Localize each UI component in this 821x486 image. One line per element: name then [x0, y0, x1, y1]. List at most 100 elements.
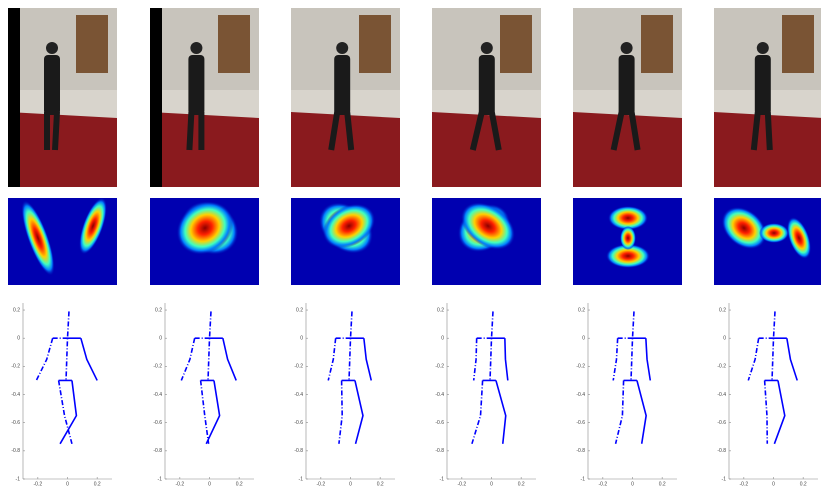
left-arm [613, 338, 617, 380]
photo-door [500, 15, 532, 73]
right-leg [774, 380, 784, 443]
y-tick-label: -0.2 [576, 364, 585, 370]
x-tick-label: 0.2 [800, 481, 807, 486]
y-tick-label: 0.2 [437, 307, 444, 313]
x-tick-label: 0 [349, 481, 352, 486]
x-tick-label: -0.2 [458, 481, 467, 486]
x-tick-label: 0.2 [94, 481, 101, 486]
photo-border [150, 8, 162, 187]
y-tick-label: -1 [158, 476, 163, 482]
y-tick-label: -1 [440, 476, 445, 482]
person-head [757, 42, 769, 54]
x-tick-label: -0.2 [34, 481, 43, 486]
person-body [188, 55, 204, 115]
columns: 0.2 0 -0.2 -0.4 -0.6 -0.8 -1 -0.2 0 0.2 0.2 0 -0.2 -0… [8, 8, 821, 486]
y-tick-label: -0.6 [717, 420, 726, 426]
right-arm [505, 338, 508, 380]
y-tick-label: 0 [723, 336, 726, 342]
spine [66, 311, 69, 380]
spine [490, 311, 493, 380]
figure: 0.2 0 -0.2 -0.4 -0.6 -0.8 -1 -0.2 0 0.2 0.2 0 -0.2 -0… [0, 0, 821, 486]
y-tick-label: -1 [299, 476, 304, 482]
y-tick-label: -0.4 [576, 392, 585, 398]
photo-carpet [573, 112, 682, 187]
left-arm [328, 338, 335, 380]
right-leg [637, 380, 646, 443]
photo-carpet [150, 112, 259, 187]
y-tick-label: 0.2 [719, 307, 726, 313]
photo-door [782, 15, 814, 73]
left-leg [472, 380, 483, 443]
photo-door [359, 15, 391, 73]
y-tick-label: -0.8 [717, 448, 726, 454]
right-leg [206, 380, 219, 443]
person-body [334, 55, 350, 115]
right-arm [787, 338, 797, 380]
spine [631, 311, 634, 380]
right-arm [646, 338, 650, 380]
right-leg [355, 380, 363, 443]
column: 0.20-0.2-0.4-0.6-0.8-1-0.200.2 [573, 8, 682, 486]
y-tick-label: 0 [300, 336, 303, 342]
person-head [336, 42, 348, 54]
photo-door [218, 15, 250, 73]
left-arm [474, 338, 477, 380]
y-tick-label: -0.6 [435, 420, 444, 426]
person-body [619, 55, 635, 115]
y-tick-label: -1 [581, 476, 586, 482]
x-tick-label: 0.2 [236, 481, 243, 486]
x-tick-label: 0.2 [377, 481, 384, 486]
right-arm [364, 338, 371, 380]
x-tick-label: -0.2 [176, 481, 185, 486]
heat-blob [620, 226, 636, 250]
person-head [190, 42, 202, 54]
spine [772, 311, 775, 380]
person-body [44, 55, 60, 115]
y-tick-label: 0.2 [296, 307, 303, 313]
y-tick-label: -0.6 [153, 420, 162, 426]
x-tick-label: 0 [490, 481, 493, 486]
y-tick-label: -0.8 [576, 448, 585, 454]
heat-blob [759, 223, 789, 243]
right-arm [223, 338, 236, 380]
y-tick-label: 0.2 [578, 307, 585, 313]
page: {"plot": {"xlim": [-0.3, 0.3], "ylim": [… [0, 0, 821, 486]
y-tick-label: -1 [16, 476, 21, 482]
spine [208, 311, 211, 380]
photo-carpet [8, 112, 117, 187]
y-tick-label: -0.6 [294, 420, 303, 426]
right-leg [496, 380, 506, 443]
y-tick-label: 0.2 [155, 307, 162, 313]
person-head [481, 42, 493, 54]
photo-border [8, 8, 20, 187]
x-tick-label: -0.2 [740, 481, 749, 486]
y-tick-label: -0.8 [294, 448, 303, 454]
y-tick-label: -0.8 [435, 448, 444, 454]
right-leg [60, 380, 76, 443]
left-leg [201, 380, 209, 443]
y-tick-label: -0.2 [435, 364, 444, 370]
y-tick-label: -0.2 [717, 364, 726, 370]
spine [349, 311, 352, 380]
photo-door [641, 15, 673, 73]
y-tick-label: -0.8 [153, 448, 162, 454]
left-arm [36, 338, 52, 380]
left-leg [616, 380, 624, 443]
y-tick-label: -0.4 [11, 392, 20, 398]
y-tick-label: -0.6 [576, 420, 585, 426]
y-tick-label: -0.4 [717, 392, 726, 398]
y-tick-label: -0.4 [294, 392, 303, 398]
x-tick-label: -0.2 [317, 481, 326, 486]
x-tick-label: 0.2 [518, 481, 525, 486]
y-tick-label: 0 [441, 336, 444, 342]
x-tick-label: -0.2 [599, 481, 608, 486]
x-tick-label: 0 [772, 481, 775, 486]
photo-door [76, 15, 108, 73]
left-leg [765, 380, 768, 443]
person-head [621, 42, 633, 54]
left-leg [339, 380, 342, 443]
